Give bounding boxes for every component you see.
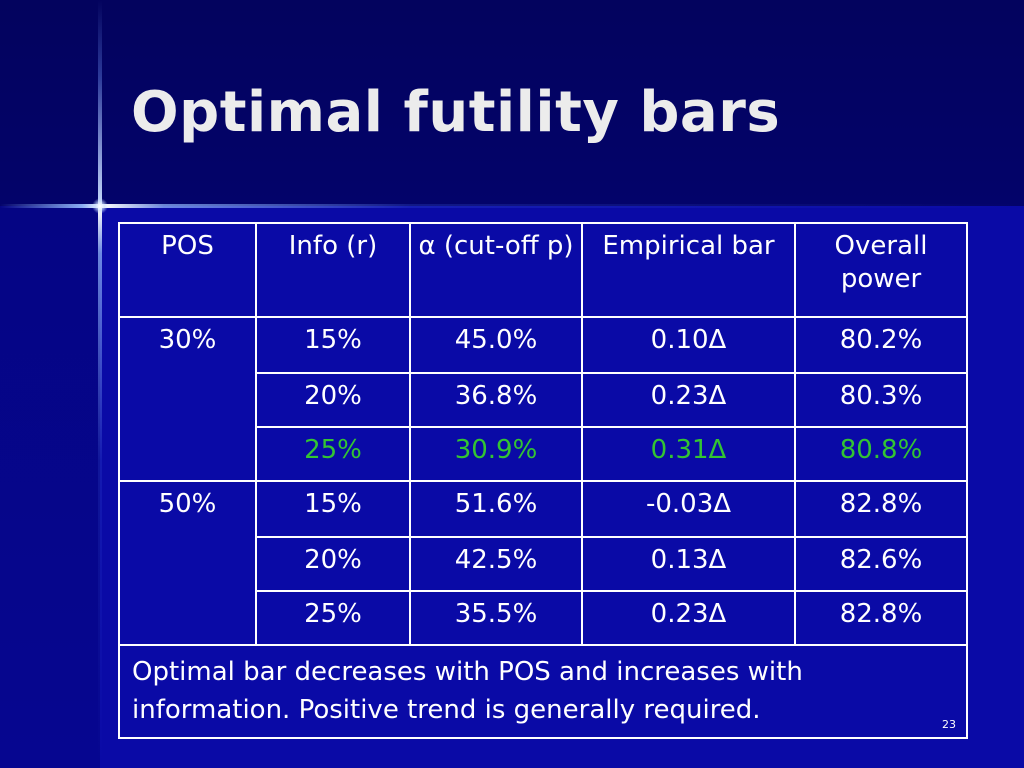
table-row: 50% 15% 51.6% -0.03Δ 82.8% [118,480,968,646]
info-cell: 15% [255,480,411,538]
power-cell: 82.8% [794,480,968,538]
alpha-cell: 45.0% [409,316,583,374]
note-row: Optimal bar decreases with POS and incre… [118,643,968,740]
info-cell: 15% [255,316,411,374]
left-band [0,206,100,768]
power-cell: 80.8% [794,426,968,482]
info-cell: 25% [255,426,411,482]
table-row: 20% 36.8% 0.23Δ 80.3% [119,372,968,428]
table-container: POS Info (r) α (cut-off p) Empirical bar… [118,222,968,740]
alpha-cell: 35.5% [409,590,583,646]
header-alpha: α (cut-off p) [409,222,583,318]
power-cell: 80.2% [794,316,968,374]
bar-cell: 0.31Δ [581,426,796,482]
alpha-cell: 30.9% [409,426,583,482]
power-cell: 80.3% [794,372,968,428]
info-cell: 20% [255,536,411,592]
info-cell: 20% [255,372,411,428]
note-cell: Optimal bar decreases with POS and incre… [118,643,968,740]
bar-cell: 0.23Δ [581,372,796,428]
bar-cell: 0.10Δ [581,316,796,374]
futility-table: POS Info (r) α (cut-off p) Empirical bar… [118,222,968,740]
table-row: 20% 42.5% 0.13Δ 82.6% [119,536,968,592]
header-overall-power: Overall power [794,222,968,318]
pos-cell: 30% [118,316,257,482]
vertical-light-line [98,0,102,768]
table-row: 25% 35.5% 0.23Δ 82.8% [119,590,968,646]
table-header-row: POS Info (r) α (cut-off p) Empirical bar… [118,222,968,318]
slide-number: 23 [942,718,956,732]
note-text: Optimal bar decreases with POS and incre… [132,657,803,725]
slide-title: Optimal futility bars [131,80,781,145]
header-info: Info (r) [255,222,411,318]
alpha-cell: 42.5% [409,536,583,592]
power-cell: 82.6% [794,536,968,592]
bar-cell: 0.23Δ [581,590,796,646]
pos-cell: 50% [118,480,257,646]
power-cell: 82.8% [794,590,968,646]
table-row-highlighted: 25% 30.9% 0.31Δ 80.8% [119,426,968,482]
header-pos: POS [118,222,257,318]
bar-cell: -0.03Δ [581,480,796,538]
horizontal-light-line [0,204,1024,208]
bar-cell: 0.13Δ [581,536,796,592]
info-cell: 25% [255,590,411,646]
sparkle-decoration [92,198,108,214]
alpha-cell: 36.8% [409,372,583,428]
header-empirical-bar: Empirical bar [581,222,796,318]
alpha-cell: 51.6% [409,480,583,538]
table-row: 30% 15% 45.0% 0.10Δ 80.2% [118,316,968,482]
header-band [0,0,1024,206]
